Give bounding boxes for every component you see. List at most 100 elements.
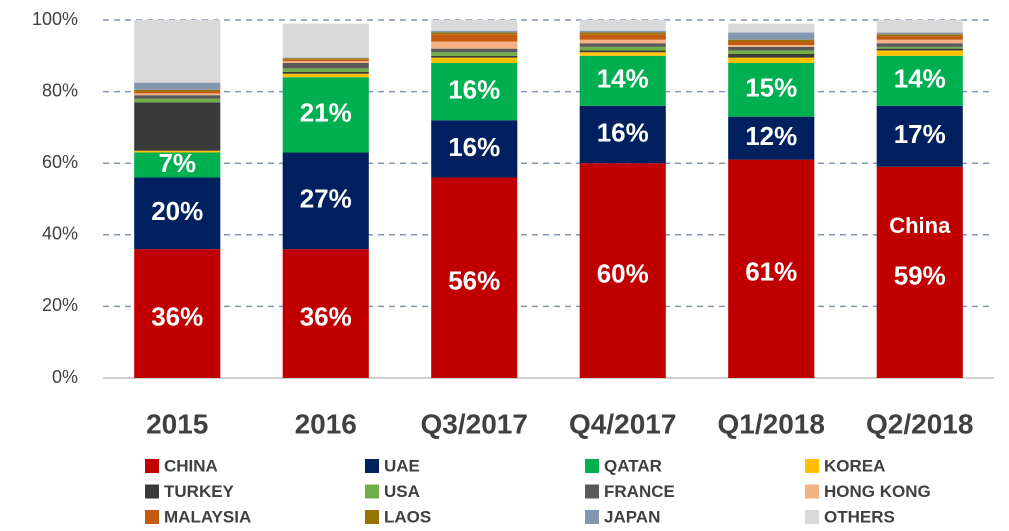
bar-segment	[728, 159, 815, 378]
bar-segment	[876, 55, 963, 106]
y-tick-label: 60%	[42, 152, 78, 172]
bar-segment	[134, 102, 221, 151]
bar-segment	[579, 34, 666, 40]
legend-swatch	[145, 484, 159, 499]
bar-segment	[282, 23, 369, 58]
annotation: China	[889, 213, 951, 238]
legend-swatch	[365, 459, 379, 473]
bar-segment	[728, 54, 815, 58]
bar-segment	[134, 82, 221, 90]
bar-segment	[579, 55, 666, 106]
bar-segment	[282, 71, 369, 74]
bar-segment	[876, 50, 963, 56]
bar-segment	[728, 46, 815, 51]
bar-segment	[431, 62, 518, 121]
legend-label: HONG KONG	[824, 482, 931, 501]
y-tick-label: 80%	[42, 80, 78, 100]
data-label: 16%	[448, 74, 500, 104]
legend-label: LAOS	[384, 507, 431, 526]
legend-swatch	[585, 484, 599, 499]
bar-segment	[431, 55, 518, 58]
bar-segment	[579, 32, 666, 35]
data-label: 12%	[745, 121, 797, 151]
bar-segment	[876, 105, 963, 167]
bar-segment	[728, 57, 815, 63]
bar-segment	[728, 23, 815, 33]
bar-segment	[134, 91, 221, 94]
bar-segment	[579, 30, 666, 33]
bar-segment	[728, 39, 815, 42]
bar-segment	[282, 249, 369, 378]
bar-segment	[579, 52, 666, 56]
bar-segment	[282, 57, 369, 59]
bar-segment	[728, 41, 815, 46]
bar-segment	[282, 61, 369, 63]
data-label: 27%	[300, 184, 352, 214]
bar-segment	[431, 57, 518, 63]
bar-segment	[282, 59, 369, 62]
bar-segment	[876, 32, 963, 35]
bar-segment	[282, 58, 369, 60]
y-tick-label: 100%	[32, 9, 78, 29]
legend-swatch	[365, 484, 379, 499]
legend-label: UAE	[384, 456, 420, 475]
legend-swatch	[145, 459, 159, 473]
data-label: 16%	[597, 117, 649, 147]
bar-segment	[431, 20, 518, 31]
data-label: 59%	[894, 260, 946, 290]
x-tick-label: Q1/2018	[718, 408, 825, 439]
data-label: 16%	[448, 132, 500, 162]
bar-segment	[134, 150, 221, 153]
legend-label: JAPAN	[604, 507, 660, 526]
bar-segment	[431, 48, 518, 53]
bar-segment	[282, 73, 369, 78]
legend-swatch	[805, 510, 819, 524]
bar-segment	[876, 46, 963, 49]
legend-swatch	[805, 459, 819, 473]
x-tick-label: 2015	[146, 408, 208, 439]
bar-segment	[579, 39, 666, 44]
data-label: 14%	[894, 64, 946, 94]
data-label: 14%	[597, 64, 649, 94]
x-tick-label: Q4/2017	[569, 408, 676, 439]
bar-segment	[134, 95, 221, 99]
legend-label: MALAYSIA	[164, 507, 251, 526]
bar-segment	[431, 177, 518, 378]
x-tick-label: 2016	[295, 408, 357, 439]
data-label: 7%	[158, 148, 196, 178]
bar-segment	[876, 48, 963, 51]
bar-segment	[431, 120, 518, 178]
legend-swatch	[585, 459, 599, 473]
bar-segment	[876, 36, 963, 40]
legend-swatch	[585, 510, 599, 524]
bar-segment	[728, 116, 815, 160]
x-tick-label: Q3/2017	[421, 408, 528, 439]
legend-label: FRANCE	[604, 482, 675, 501]
bar-segment	[728, 62, 815, 117]
data-label: 20%	[151, 196, 203, 226]
bar-segment	[728, 50, 815, 55]
bar-segment	[431, 32, 518, 35]
bar-segment	[431, 34, 518, 42]
bar-segment	[579, 163, 666, 378]
bar-segment	[134, 152, 221, 178]
legend-swatch	[805, 484, 819, 499]
data-label: 60%	[597, 258, 649, 288]
data-label: 17%	[894, 119, 946, 149]
legend-swatch	[145, 510, 159, 524]
bar-segment	[728, 45, 815, 47]
bar-segment	[282, 152, 369, 250]
bar-segment	[431, 52, 518, 56]
bar-segment	[579, 105, 666, 164]
bar-segment	[728, 32, 815, 40]
bar-segment	[876, 20, 963, 33]
legend-label: USA	[384, 482, 420, 501]
bar-segment	[134, 177, 221, 250]
bar-segment	[134, 249, 221, 378]
legend-label: OTHERS	[824, 507, 895, 526]
bar-segment	[431, 41, 518, 49]
legend-label: TURKEY	[164, 482, 235, 501]
data-label: 36%	[151, 301, 203, 331]
legend-label: CHINA	[164, 456, 218, 475]
